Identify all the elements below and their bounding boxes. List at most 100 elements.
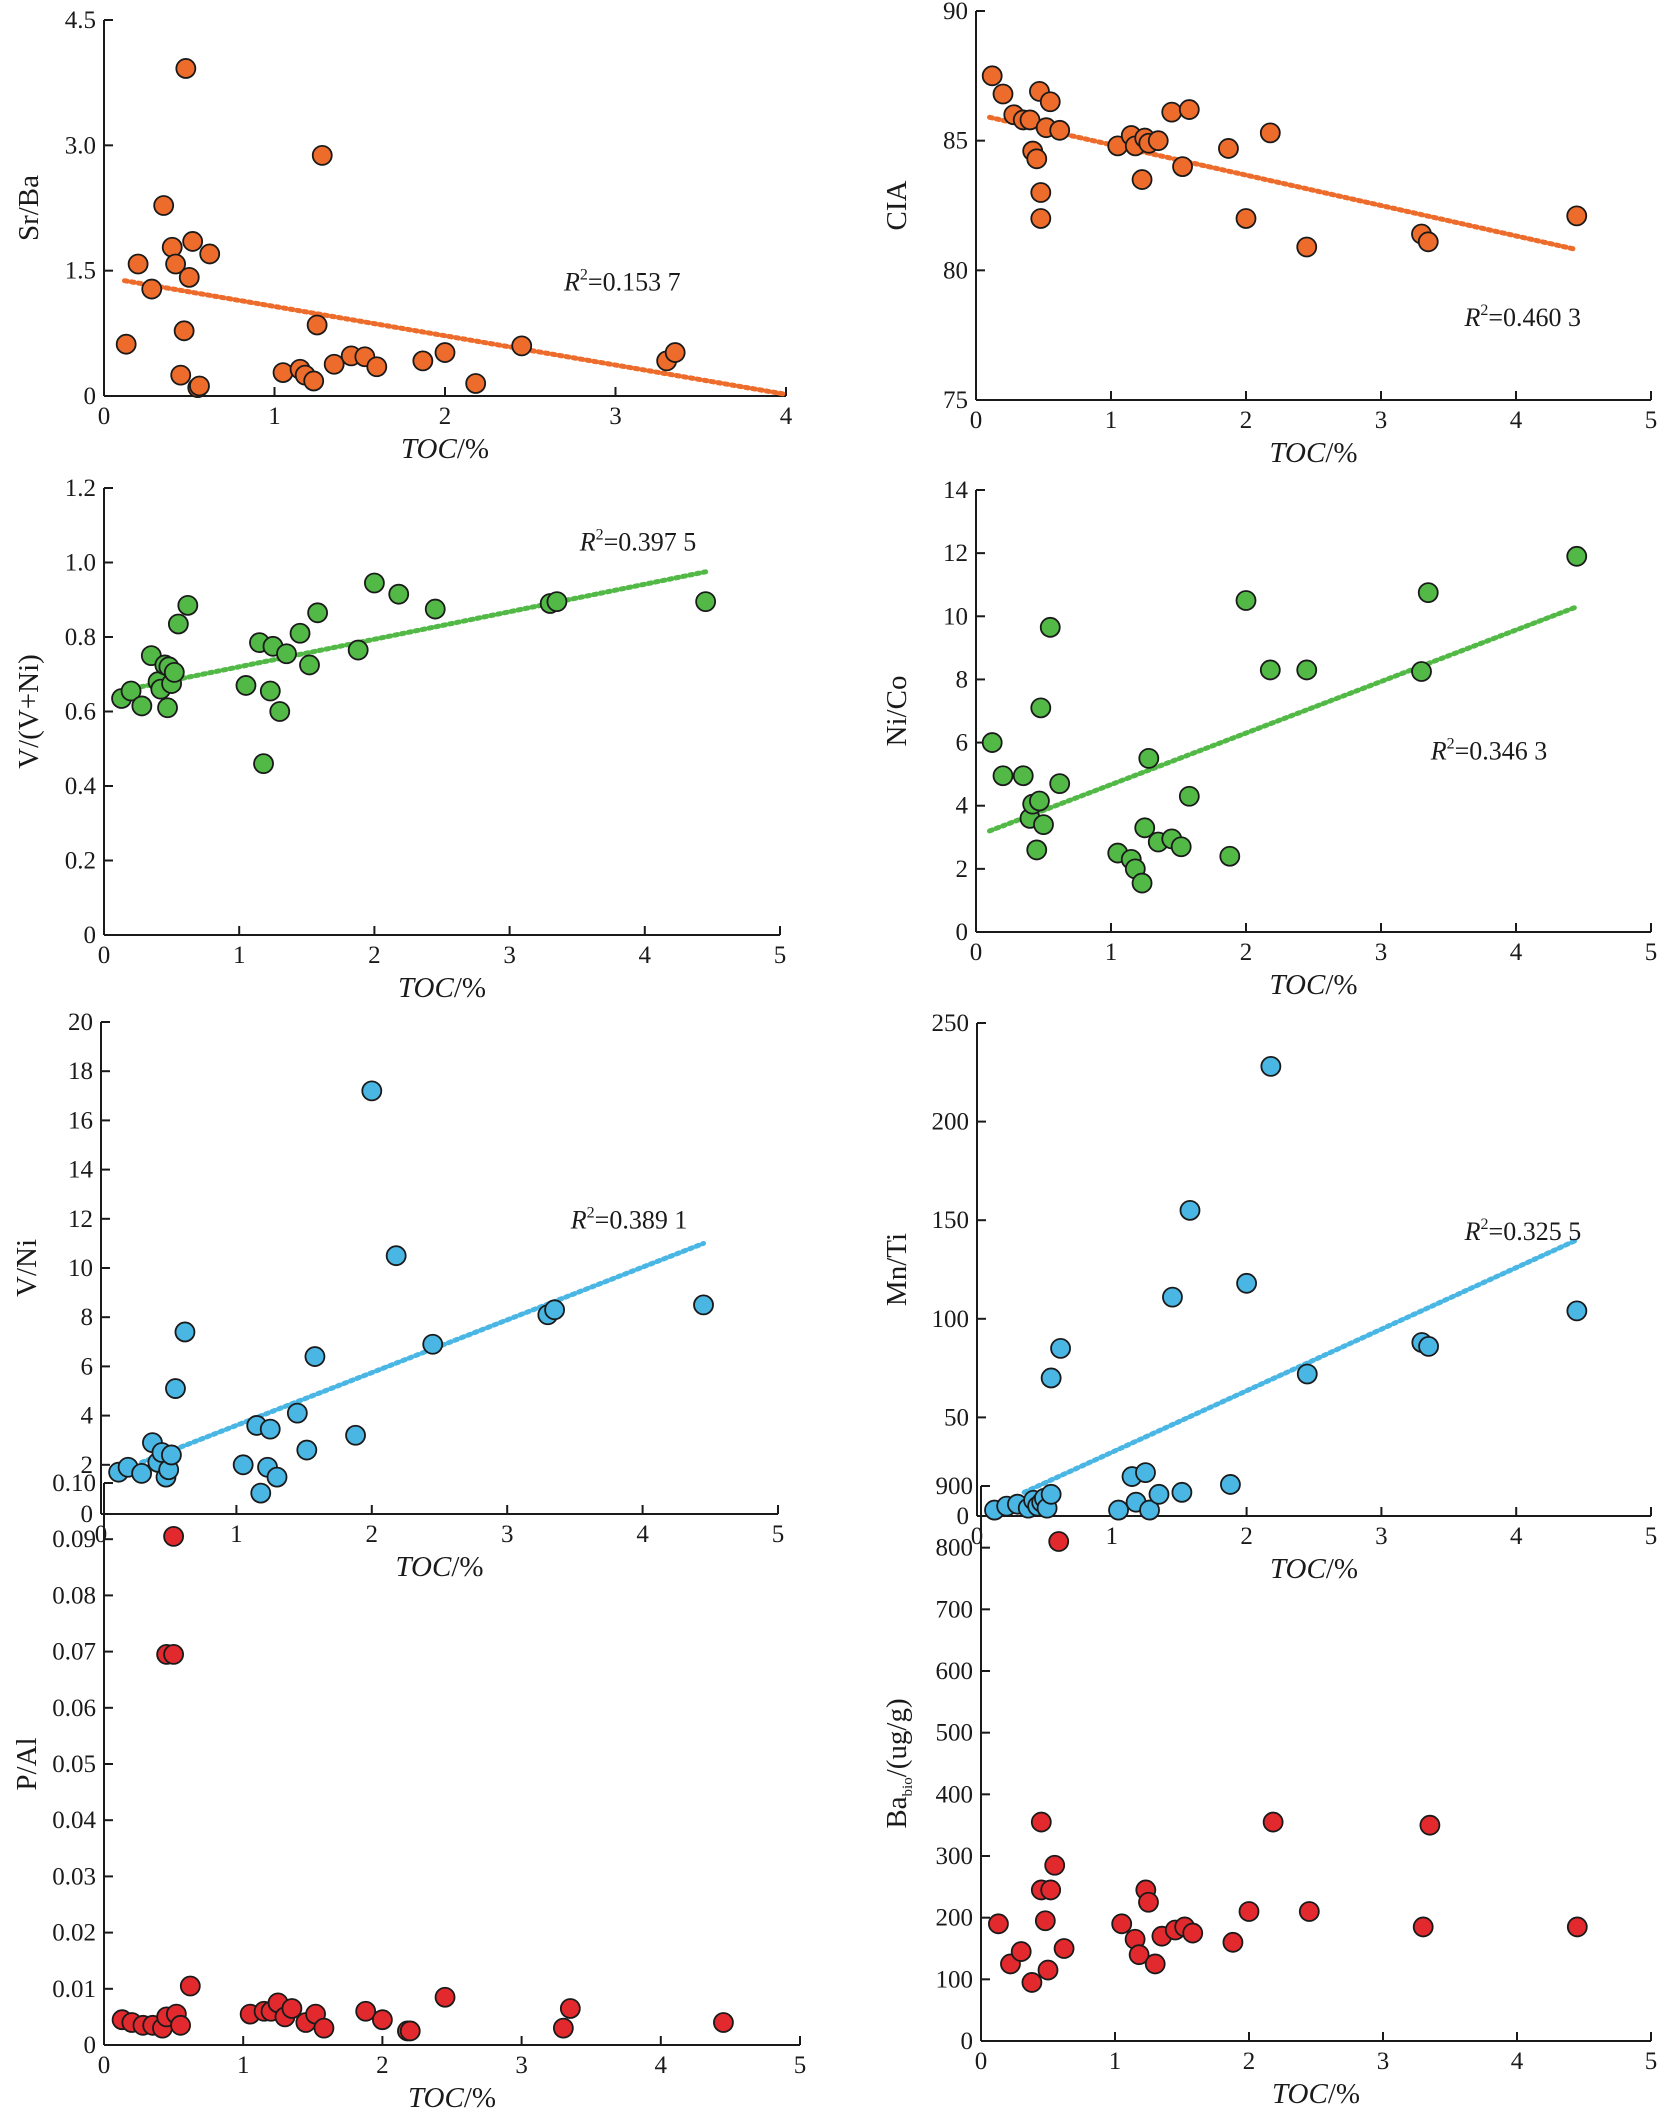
y-tick-label: 0 [84,2032,97,2059]
data-point [1296,236,1318,258]
data-point [163,661,185,683]
x-tick-label: 2 [1243,2048,1256,2075]
data-point [1040,1367,1062,1389]
data-point [371,2009,393,2031]
x-tick-label: 5 [774,942,787,969]
y-tick-label: 300 [936,1843,974,1870]
y-tick-label: 0 [957,1503,970,1530]
y-tick-label: 3.0 [65,132,96,159]
x-tick-label: 5 [794,2052,807,2079]
data-point [1147,130,1169,152]
x-tick-label: 1 [237,2052,250,2079]
data-point [1296,1363,1318,1385]
data-point [120,680,142,702]
y-axis-label: V/Ni [11,1239,43,1297]
data-point [1235,590,1257,611]
y-tick-label: 80 [943,257,968,284]
x-tick-label: 1 [268,403,281,430]
x-tick-label: 3 [1375,407,1388,434]
x-tick-label: 2 [368,942,381,969]
y-tick-label: 1.5 [65,258,96,285]
y-tick-label: 500 [936,1720,974,1747]
data-point [1053,1938,1075,1959]
data-point [235,675,257,696]
data-point [163,1644,185,1665]
y-axis-label: CIA [881,180,913,230]
y-tick-label: 600 [936,1658,974,1685]
y-axis-label: P/Al [11,1737,43,1790]
data-point [170,2014,191,2036]
data-point [552,2017,574,2039]
r-squared-label: R2=0.346 3 [1430,736,1548,766]
data-point [313,2017,335,2039]
data-point [1026,839,1048,861]
y-axis-label: Ni/Co [881,676,913,747]
x-tick-label: 0 [98,942,111,969]
data-point [161,1444,182,1466]
y-tick-label: 14 [68,1157,94,1184]
data-point [299,654,320,676]
data-point [266,1466,288,1488]
data-point [412,350,434,372]
data-point [286,1402,308,1424]
x-tick-label: 4 [1511,2048,1524,2075]
y-tick-label: 4 [956,793,969,820]
y-tick-label: 200 [936,1905,974,1932]
data-point [385,1245,407,1267]
data-point [311,144,333,166]
trendline [139,1240,707,1465]
data-point [1419,1814,1441,1836]
data-point [695,591,717,613]
y-tick-label: 0.09 [52,1526,96,1553]
x-tick-label: 5 [772,1521,785,1548]
data-point [1566,1300,1588,1322]
y-tick-label: 12 [943,540,968,567]
x-tick-label: 0 [98,403,111,430]
data-point [1037,1959,1059,1981]
data-point [664,342,686,363]
y-axis-label: Babio/(ug/g) [881,1698,916,1828]
y-tick-label: 0.05 [52,1751,96,1778]
y-tick-label: 0.4 [65,773,97,800]
data-point [1162,1286,1183,1308]
y-tick-label: 6 [81,1353,94,1380]
y-tick-label: 0 [956,919,969,946]
data-point [1049,773,1071,795]
data-point [1170,836,1192,858]
x-tick-label: 4 [1510,1523,1523,1550]
data-point [1296,659,1318,681]
x-tick-label: 1 [1105,407,1118,434]
x-tick-label: 0 [970,407,983,434]
y-tick-label: 900 [936,1473,974,1500]
y-tick-label: 2 [81,1452,94,1479]
data-point [1040,1879,1062,1901]
y-tick-label: 0.03 [52,1863,96,1890]
x-tick-label: 5 [1645,2048,1658,2075]
data-point [1050,1337,1071,1359]
data-point [345,1424,366,1446]
data-point [173,320,195,342]
data-point [1138,1891,1159,1913]
data-point [424,598,446,620]
data-point [1144,1953,1166,1975]
trendline [987,114,1580,253]
data-point [1138,747,1160,769]
data-point [1030,182,1052,203]
data-point [1171,1481,1193,1503]
data-point [306,314,328,336]
data-point [163,1525,185,1547]
y-tick-label: 0.08 [52,1582,96,1609]
data-point [1044,1854,1066,1876]
data-point [174,1321,196,1343]
trendline [121,278,789,397]
y-tick-label: 50 [944,1404,969,1431]
y-tick-label: 100 [932,1306,970,1333]
y-tick-label: 400 [936,1781,974,1808]
y-tick-label: 0 [81,1501,94,1528]
x-axis-label: TOC/% [1272,2078,1360,2110]
y-tick-label: 85 [943,128,968,155]
data-point [1236,1272,1257,1294]
y-tick-label: 20 [68,1009,93,1036]
r-squared-label: R2=0.325 5 [1464,1216,1582,1246]
data-point [1412,1916,1434,1938]
